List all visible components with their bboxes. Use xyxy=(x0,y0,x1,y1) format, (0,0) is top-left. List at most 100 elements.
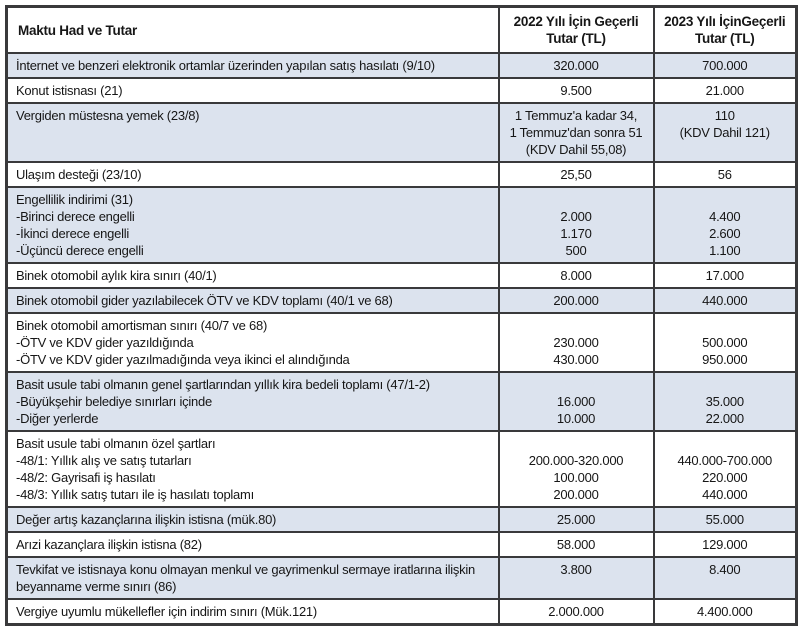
row-label: Değer artış kazançlarına ilişkin istisna… xyxy=(5,506,500,533)
cell-line: Ulaşım desteği (23/10) xyxy=(16,167,142,182)
value-2022: 25,50 xyxy=(497,161,655,188)
cell-line xyxy=(508,317,645,334)
row-label: Vergiden müstesna yemek (23/8) xyxy=(5,102,500,163)
cell-line: 440.000 xyxy=(702,487,748,502)
header-2022: 2022 Yılı İçin Geçerli Tutar (TL) xyxy=(497,5,655,54)
row-label: Basit usule tabi olmanın genel şartların… xyxy=(5,371,500,432)
cell-line: Binek otomobil aylık kira sınırı (40/1) xyxy=(16,268,217,283)
cell-line: 22.000 xyxy=(705,411,745,426)
value-2023: 129.000 xyxy=(652,531,798,558)
cell-line: -ÖTV ve KDV gider yazıldığında xyxy=(16,335,194,350)
value-2023: 500.000 950.000 xyxy=(652,312,798,373)
cell-line: 1 Temmuz'dan sonra 51 xyxy=(509,125,643,140)
header-2022-line2: Tutar (TL) xyxy=(546,31,606,46)
cell-line: 950.000 xyxy=(702,352,748,367)
cell-line: 440.000-700.000 xyxy=(677,453,773,468)
cell-line: Basit usule tabi olmanın genel şartların… xyxy=(16,377,430,392)
cell-line: 25,50 xyxy=(560,167,592,182)
cell-line: Engellilik indirimi (31) xyxy=(16,192,133,207)
cell-line xyxy=(663,376,788,393)
cell-line: 110 xyxy=(714,108,735,123)
row-label: Binek otomobil amortisman sınırı (40/7 v… xyxy=(5,312,500,373)
cell-line: Vergiye uyumlu mükellefler için indirim … xyxy=(16,604,317,619)
cell-line: 200.000 xyxy=(553,293,599,308)
row-label: Arızi kazançlara ilişkin istisna (82) xyxy=(5,531,500,558)
cell-line: Binek otomobil gider yazılabilecek ÖTV v… xyxy=(16,293,393,308)
value-2022: 320.000 xyxy=(497,52,655,79)
value-2022: 16.000 10.000 xyxy=(497,371,655,432)
value-2023: 21.000 xyxy=(652,77,798,104)
cell-line: Basit usule tabi olmanın özel şartları xyxy=(16,436,216,451)
row-label: Ulaşım desteği (23/10) xyxy=(5,161,500,188)
cell-line: 230.000 xyxy=(553,335,599,350)
table-row: Binek otomobil amortisman sınırı (40/7 v… xyxy=(5,312,798,373)
row-label: Binek otomobil aylık kira sınırı (40/1) xyxy=(5,262,500,289)
value-2023: 110 (KDV Dahil 121) xyxy=(652,102,798,163)
value-2023: 440.000-700.000 220.000 440.000 xyxy=(652,430,798,508)
header-2022-line1: 2022 Yılı İçin Geçerli xyxy=(513,14,639,29)
cell-line: 500.000 xyxy=(702,335,748,350)
cell-line: 55.000 xyxy=(705,512,745,527)
row-label: Binek otomobil gider yazılabilecek ÖTV v… xyxy=(5,287,500,314)
value-2022: 2.000.000 xyxy=(497,598,655,626)
cell-line: 1 Temmuz'a kadar 34, xyxy=(514,108,638,123)
cell-line: 17.000 xyxy=(705,268,745,283)
row-label: İnternet ve benzeri elektronik ortamlar … xyxy=(5,52,500,79)
cell-line: (KDV Dahil 55,08) xyxy=(525,142,627,157)
cell-line: 320.000 xyxy=(553,58,599,73)
table-row: Arızi kazançlara ilişkin istisna (82) 58.… xyxy=(5,531,798,558)
cell-line: 8.000 xyxy=(560,268,592,283)
value-2022: 8.000 xyxy=(497,262,655,289)
cell-line: -Diğer yerlerde xyxy=(16,411,99,426)
cell-line: -Birinci derece engelli xyxy=(16,209,135,224)
value-2022: 3.800 xyxy=(497,556,655,600)
cell-line: 430.000 xyxy=(553,352,599,367)
cell-line xyxy=(508,435,645,452)
value-2023: 35.000 22.000 xyxy=(652,371,798,432)
cell-line: 9.500 xyxy=(560,83,592,98)
header-2023: 2023 Yılı İçinGeçerli Tutar (TL) xyxy=(652,5,798,54)
cell-line: 8.400 xyxy=(709,562,741,577)
table-row: Basit usule tabi olmanın genel şartların… xyxy=(5,371,798,432)
cell-line: 16.000 xyxy=(556,394,596,409)
cell-line: Vergiden müstesna yemek (23/8) xyxy=(16,108,200,123)
cell-line: -48/2: Gayrisafi iş hasılatı xyxy=(16,470,156,485)
cell-line: 2.000.000 xyxy=(548,604,604,619)
cell-line: -Üçüncü derece engelli xyxy=(16,243,144,258)
value-2022: 200.000 xyxy=(497,287,655,314)
table-row: Tevkifat ve istisnaya konu olmayan menku… xyxy=(5,556,798,600)
cell-line: -Büyükşehir belediye sınırları içinde xyxy=(16,394,212,409)
value-2023: 8.400 xyxy=(652,556,798,600)
value-2022: 2.000 1.170 500 xyxy=(497,186,655,264)
cell-line xyxy=(508,376,645,393)
table-row: Binek otomobil aylık kira sınırı (40/1) 8… xyxy=(5,262,798,289)
header-maktu-had-ve-tutar: Maktu Had ve Tutar xyxy=(5,5,500,54)
value-2022: 1 Temmuz'a kadar 34, 1 Temmuz'dan sonra 5… xyxy=(497,102,655,163)
row-label: Engellilik indirimi (31) -Birinci derece … xyxy=(5,186,500,264)
table-row: Ulaşım desteği (23/10) 25,50 56 xyxy=(5,161,798,188)
table-row: Değer artış kazançlarına ilişkin istisna… xyxy=(5,506,798,533)
cell-line: 1.100 xyxy=(709,243,741,258)
value-2022: 9.500 xyxy=(497,77,655,104)
cell-line: -48/1: Yıllık alış ve satış tutarları xyxy=(16,453,192,468)
value-2022: 58.000 xyxy=(497,531,655,558)
cell-line: 3.800 xyxy=(560,562,592,577)
cell-line: Arızi kazançlara ilişkin istisna (82) xyxy=(16,537,202,552)
table-row: Vergiye uyumlu mükellefler için indirim … xyxy=(5,598,798,626)
cell-line: Tevkifat ve istisnaya konu olmayan menku… xyxy=(16,562,476,594)
table-row: Konut istisnası (21) 9.500 21.000 xyxy=(5,77,798,104)
cell-line: 129.000 xyxy=(702,537,748,552)
value-2022: 230.000 430.000 xyxy=(497,312,655,373)
cell-line: Binek otomobil amortisman sınırı (40/7 v… xyxy=(16,318,268,333)
row-label: Vergiye uyumlu mükellefler için indirim … xyxy=(5,598,500,626)
value-2023: 56 xyxy=(652,161,798,188)
cell-line: -48/3: Yıllık satış tutarı ile iş hasıla… xyxy=(16,487,254,502)
cell-line: Değer artış kazançlarına ilişkin istisna… xyxy=(16,512,277,527)
cell-line xyxy=(663,317,788,334)
cell-line xyxy=(508,191,645,208)
cell-line: (KDV Dahil 121) xyxy=(679,125,770,140)
cell-line: 58.000 xyxy=(556,537,596,552)
table-row: Engellilik indirimi (31) -Birinci derece … xyxy=(5,186,798,264)
cell-line xyxy=(663,435,788,452)
row-label: Tevkifat ve istisnaya konu olmayan menku… xyxy=(5,556,500,600)
